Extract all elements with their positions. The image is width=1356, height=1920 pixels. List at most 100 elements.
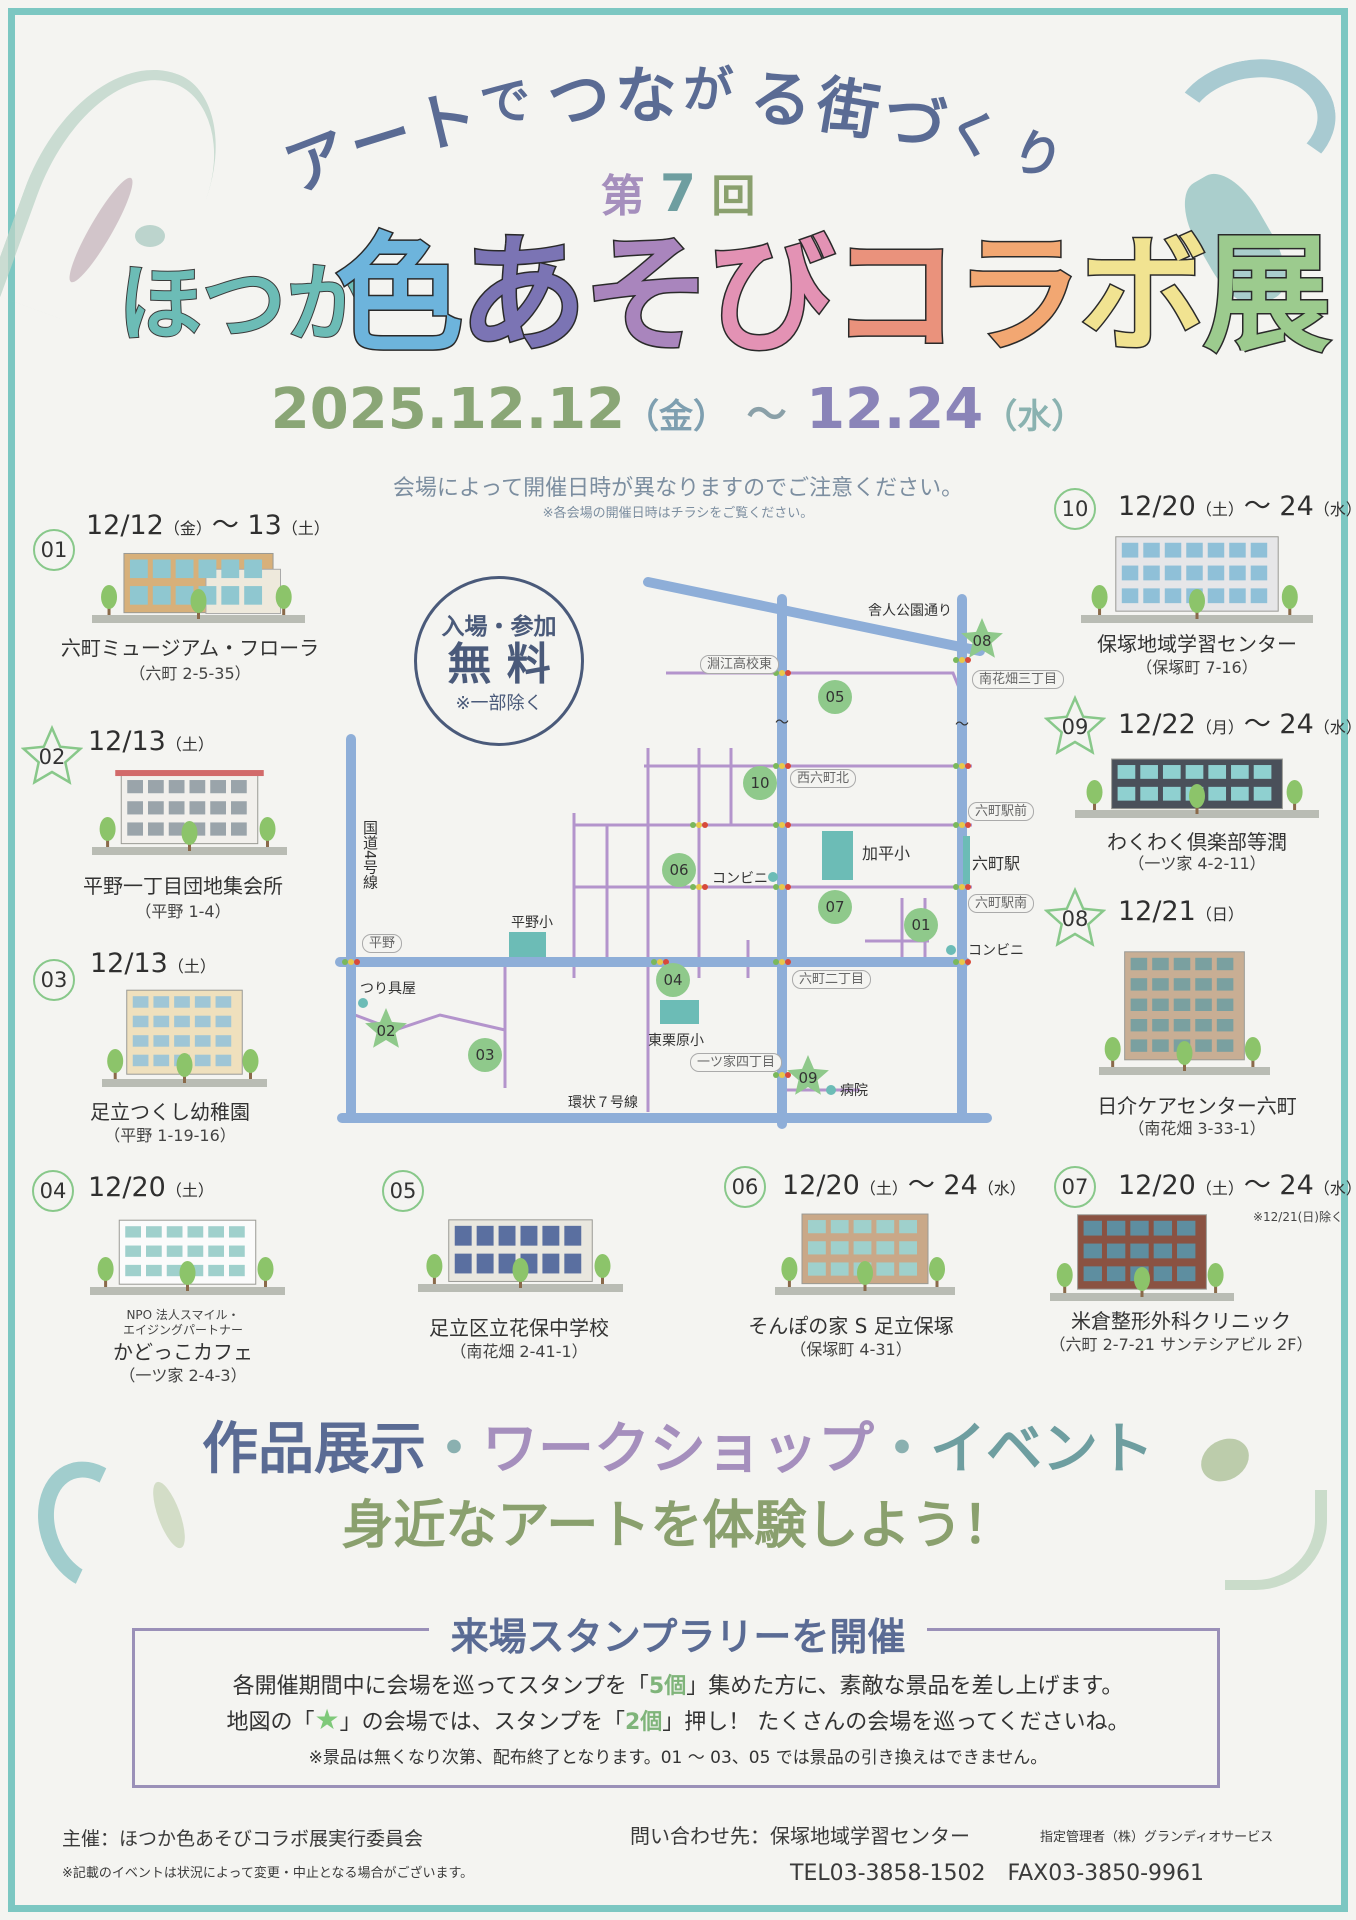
venue-star-badge: 08 [1044,887,1106,947]
landmark-label: 病院 [840,1083,868,1099]
venue-pin: 10 [743,766,777,800]
tree-icon [426,1254,443,1278]
venue-date-part: 12/21 [1118,896,1196,927]
venue-weekday: （月） [1195,718,1244,737]
tree-icon [1189,784,1205,808]
bubble-line1: 入場・参加 [441,614,557,640]
tree-icon [259,817,276,841]
landmark-label: つり具屋 [360,981,416,997]
slogan-sep: ・ [426,1417,482,1482]
venue-address: （平野 1-19-16） [104,1126,236,1145]
venue-pin: 06 [662,853,696,887]
period-start-day: （金） [625,397,728,437]
traffic-light-icon [354,959,360,965]
venue-number: 04 [39,1179,67,1203]
intersection-label: 西六町北 [790,769,857,788]
period-start: 2025.12.12 [270,377,626,442]
bubble-exception: ※一部除く [455,693,543,715]
edition-suffix: 回 [711,171,756,222]
intersection-label: 六町駅前 [968,802,1035,821]
traffic-light-icon [342,959,348,965]
tree-icon [1189,589,1205,613]
venue-organization: NPO 法人スマイル・ [126,1308,240,1322]
venue-date-part: 12/13 [90,948,168,979]
title-char: 色 [333,221,464,370]
traffic-light-icon [953,657,959,663]
venue-star-badge: 09 [1044,695,1106,755]
venue-name: 平野一丁目団地集会所 [83,874,283,898]
star-outline-icon [1044,695,1106,755]
title-char: コ [830,221,961,370]
title-prefix: ほつか [117,255,371,353]
venue-building-illustration [92,552,305,623]
tree-icon [594,1254,611,1278]
tree-icon [179,1261,196,1285]
highlight-count: 5個 [648,1674,687,1699]
traffic-light-icon [785,763,791,769]
venue-date-part: 12/13 [88,726,166,757]
landmark-building [509,932,546,957]
star-icon [961,618,1003,658]
venue-number: 05 [389,1179,417,1203]
tree-icon [1244,1037,1261,1061]
title-char: び [706,221,837,370]
traffic-light-icon [959,959,965,965]
traffic-light-icon [953,763,959,769]
tree-icon [275,585,292,609]
schedule-notice: 会場によって開催日時が異なりますのでご注意ください。 [392,476,964,501]
venue-number: 10 [1061,497,1089,521]
highlight-count: 2個 [624,1710,663,1735]
stamp-rally-title: 来場スタンプラリーを開催 [0,1606,1356,1661]
traffic-light-icon [959,657,965,663]
star-outline-icon [21,725,83,785]
venue-name: 保塚地域学習センター [1097,632,1297,656]
venue-date: 12/22（月）～ 24（水） [1118,711,1356,738]
poster-frame [8,8,1348,1912]
traffic-light-icon [773,959,779,965]
venue-number-badge: 01 [33,529,75,571]
tree-icon [1176,1041,1193,1065]
text: 各開催期間中に会場を巡ってスタンプを「 [232,1674,649,1699]
venue-date-note: ※12/21(日)除く [1252,1210,1343,1224]
star-icon [787,1055,829,1095]
traffic-light-icon [690,822,696,828]
venue-date-part: 12/20 [1118,491,1196,522]
landmark-label: コンビニ [968,943,1024,959]
slogan-exhibition: 作品展示 [202,1417,426,1482]
road-break-mark: ～ [955,717,969,733]
manager: 指定管理者（株）グランディオサービス [1040,1830,1274,1845]
stamp-rally-line1: 各開催期間中に会場を巡ってスタンプを「5個」集めた方に、素敵な景品を差し上げます… [0,1668,1356,1700]
tree-icon [1086,780,1103,804]
traffic-light-icon [959,763,965,769]
road-label: 国道4号線 [361,820,379,890]
traffic-light-icon [953,822,959,828]
traffic-light-icon [690,884,696,890]
title-char: ボ [1078,221,1209,370]
venue-weekday: （水） [1313,500,1356,519]
tree-icon [99,817,116,841]
road-label: 環状７号線 [568,1095,638,1111]
traffic-light-icon [953,884,959,890]
venue-address: （保塚町 7-16） [1136,658,1258,677]
traffic-light-icon [702,884,708,890]
venue-date-part: ～ 24 [1243,1170,1314,1201]
landmark-label: 六町駅 [972,854,1021,873]
tree-icon [101,585,118,609]
main-title: 色あそびコラボ展 [333,230,1332,361]
venue-date: 12/20（土）～ 24（水） [1118,493,1356,520]
title-char: あ [458,221,589,370]
tree-icon [176,1053,193,1077]
venue-weekday: （土） [1195,500,1244,519]
venue-star-pin: 08 [960,616,1004,660]
traffic-light-icon [779,884,785,890]
landmark-dot [768,872,778,882]
venue-building-illustration [1099,951,1270,1075]
intersection-label: 淵江高校東 [700,655,780,674]
star-outline-icon [1044,887,1106,947]
venue-number-badge: 06 [724,1166,766,1208]
organizer: 主催：ほつか色あそびコラボ展実行委員会 [62,1828,424,1850]
venue-building-illustration [90,1219,285,1295]
venue-building-illustration [92,770,287,855]
venue-address: （保塚町 4-31） [790,1340,912,1359]
brush-stroke-decoration [135,225,165,247]
